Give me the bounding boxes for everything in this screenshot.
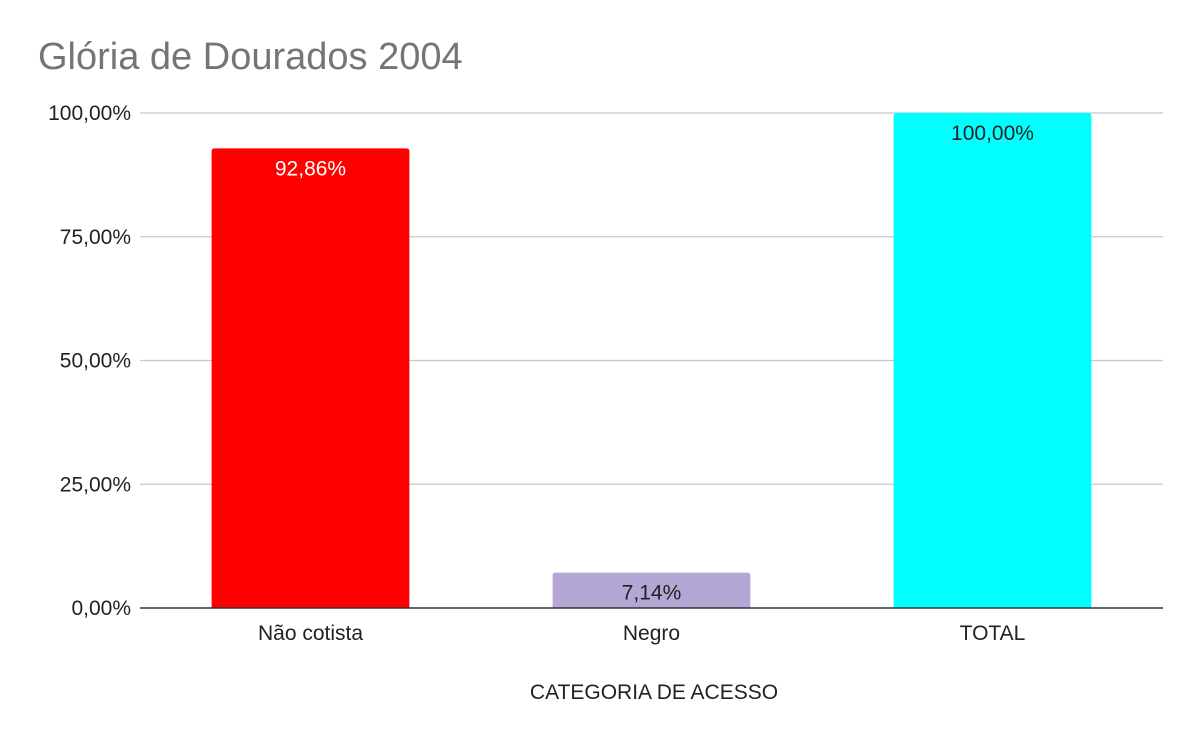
bar-value-label: 100,00% bbox=[951, 122, 1034, 145]
x-tick-label: TOTAL bbox=[960, 622, 1026, 645]
y-axis-tick-labels: 0,00% 25,00% 50,00% 75,00% 100,00% bbox=[48, 102, 131, 620]
x-tick-label: Negro bbox=[623, 622, 680, 645]
x-axis-tick-labels: Não cotista Negro TOTAL bbox=[258, 622, 1025, 645]
bar-2 bbox=[893, 113, 1092, 608]
y-tick-label: 50,00% bbox=[60, 350, 131, 373]
bars bbox=[211, 113, 1092, 608]
bar-value-labels: 92,86% 7,14% 100,00% bbox=[275, 122, 1034, 605]
bar-value-label: 92,86% bbox=[275, 157, 346, 180]
x-axis-title: CATEGORIA DE ACESSO bbox=[530, 681, 778, 704]
y-tick-label: 0,00% bbox=[71, 597, 131, 620]
y-tick-label: 25,00% bbox=[60, 473, 131, 496]
bar-0 bbox=[211, 148, 410, 608]
bar-value-label: 7,14% bbox=[622, 582, 682, 605]
bar-1 bbox=[552, 572, 751, 608]
chart-title: Glória de Dourados 2004 bbox=[38, 36, 463, 78]
y-tick-label: 100,00% bbox=[48, 102, 131, 125]
y-tick-label: 75,00% bbox=[60, 226, 131, 249]
x-tick-label: Não cotista bbox=[258, 622, 363, 645]
